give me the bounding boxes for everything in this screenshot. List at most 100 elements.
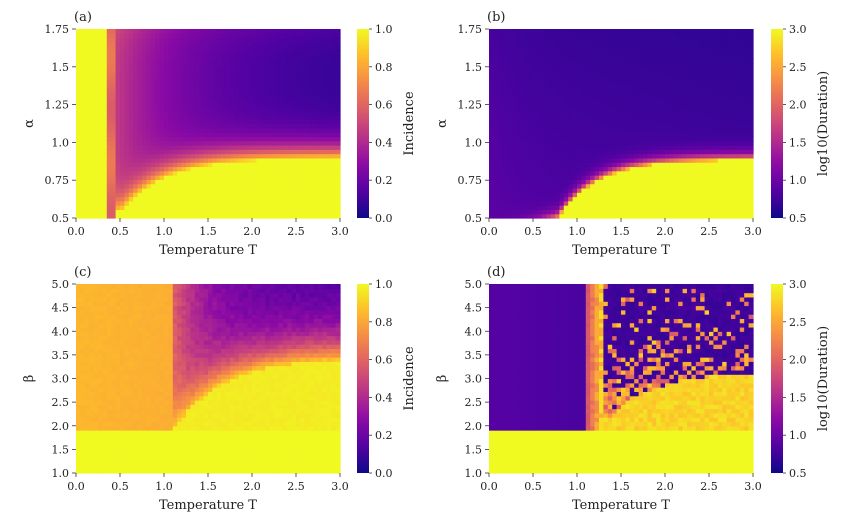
heatmap-cell [673, 29, 679, 34]
heatmap-cell [318, 97, 323, 103]
heatmap-cell [656, 119, 662, 125]
heatmap-cell [278, 102, 284, 107]
heatmap-cell [537, 97, 543, 103]
heatmap-cell [309, 183, 315, 189]
heatmap-cell [146, 67, 152, 73]
heatmap-cell [647, 41, 653, 47]
heatmap-cell [282, 33, 288, 39]
heatmap-cell [585, 140, 591, 146]
heatmap-cell [115, 106, 121, 112]
heatmap-cell [269, 144, 275, 150]
heatmap-cell [497, 37, 503, 43]
heatmap-cell [687, 46, 692, 52]
heatmap-cell [717, 192, 723, 198]
heatmap-cell [647, 213, 653, 219]
heatmap-cell [282, 205, 288, 211]
heatmap-cell [665, 110, 670, 116]
heatmap-cell [673, 162, 679, 168]
heatmap-cell [212, 89, 218, 95]
heatmap-cell [691, 89, 697, 95]
heatmap-cell [511, 192, 516, 198]
heatmap-cell [296, 67, 301, 73]
heatmap-cell [616, 183, 622, 189]
heatmap-cell [585, 54, 591, 60]
heatmap-cell [590, 153, 596, 159]
heatmap-cell [541, 76, 547, 82]
heatmap-cell [168, 179, 174, 185]
heatmap-cell [256, 205, 262, 211]
heatmap-cell [111, 140, 117, 146]
heatmap-cell [150, 162, 156, 168]
heatmap-cell [634, 46, 640, 52]
heatmap-cell [243, 187, 249, 193]
heatmap-cell [274, 153, 279, 159]
heatmap-cell [555, 50, 560, 56]
heatmap-cell [656, 187, 662, 193]
heatmap-cell [89, 54, 95, 60]
heatmap-cell [142, 41, 147, 47]
heatmap-cell [80, 136, 86, 142]
heatmap-cell [282, 192, 288, 198]
heatmap-cell [168, 41, 174, 47]
heatmap-cell [577, 170, 582, 176]
heatmap-cell [625, 183, 631, 189]
heatmap-cell [691, 196, 697, 202]
heatmap-cell [638, 59, 644, 64]
heatmap-cell [700, 170, 706, 176]
heatmap-cell [265, 166, 271, 172]
heatmap-cell [497, 196, 503, 202]
heatmap-cell [300, 140, 306, 146]
heatmap-cell [665, 179, 670, 185]
heatmap-cell [80, 76, 86, 82]
heatmap-cell [256, 114, 262, 120]
heatmap-cell [278, 127, 284, 133]
heatmap-cell [497, 127, 503, 133]
heatmap-cell [208, 132, 213, 137]
heatmap-cell [111, 54, 117, 60]
heatmap-cell [669, 59, 675, 64]
heatmap-cell [533, 140, 538, 146]
heatmap-cell [634, 29, 640, 34]
heatmap-cell [304, 114, 310, 120]
heatmap-cell [256, 157, 262, 163]
heatmap-cell [252, 50, 257, 56]
heatmap-cell [150, 187, 156, 193]
heatmap-cell [643, 59, 648, 64]
heatmap-cell [673, 132, 679, 137]
heatmap-cell [695, 84, 701, 90]
heatmap-cell [115, 97, 121, 103]
heatmap-cell [322, 162, 328, 168]
heatmap-cell [260, 67, 266, 73]
heatmap-cell [682, 63, 688, 69]
heatmap-cell [155, 127, 161, 133]
heatmap-cell [164, 29, 169, 34]
heatmap-cell [612, 144, 618, 150]
heatmap-cell [164, 205, 169, 211]
heatmap-cell [616, 144, 622, 150]
heatmap-cell [621, 67, 626, 73]
heatmap-cell [159, 41, 165, 47]
heatmap-cell [519, 97, 525, 103]
heatmap-cell [177, 54, 183, 60]
heatmap-cell [541, 127, 547, 133]
heatmap-cell [665, 205, 670, 211]
heatmap-cell [709, 149, 714, 155]
heatmap-cell [585, 97, 591, 103]
heatmap-cell [243, 170, 249, 176]
heatmap-cell [616, 37, 622, 43]
heatmap-cell [519, 179, 525, 185]
heatmap-cell [111, 127, 117, 133]
heatmap-cell [256, 175, 262, 180]
heatmap-cell [238, 183, 244, 189]
heatmap-cell [537, 179, 543, 185]
heatmap-cell [489, 54, 494, 60]
heatmap-cell [493, 33, 499, 39]
heatmap-cell [269, 200, 275, 206]
heatmap-cell [541, 110, 547, 116]
heatmap-cell [252, 102, 257, 107]
heatmap-cell [313, 127, 319, 133]
heatmap-cell [252, 84, 257, 90]
heatmap-cell [515, 183, 521, 189]
heatmap-cell [660, 153, 666, 159]
heatmap-cell [555, 170, 560, 176]
